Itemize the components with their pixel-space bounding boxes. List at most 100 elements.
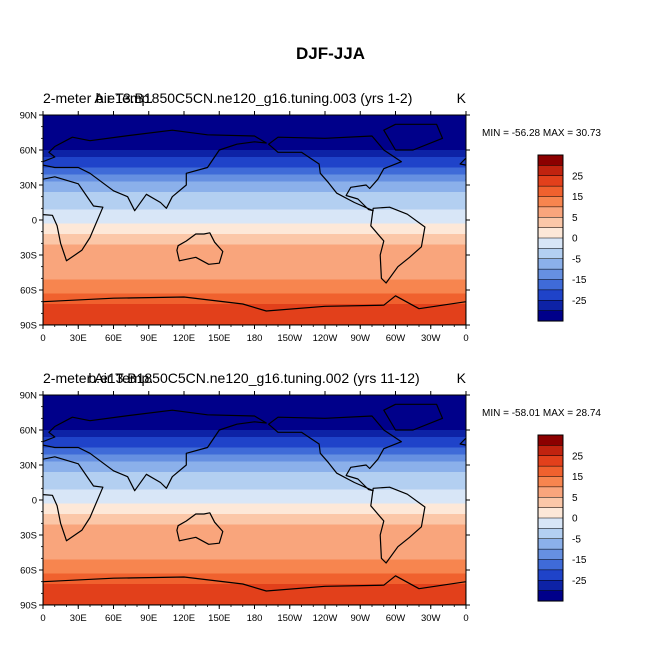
colorbar-swatch	[537, 465, 564, 478]
temperature-band	[43, 136, 466, 141]
x-tick-label: 120W	[313, 333, 338, 344]
x-tick-label: 0	[40, 613, 45, 624]
coastline	[383, 123, 444, 151]
panel-1-center-header: b.e13.B1850C5CN.ne120_g16.tuning.003 (yr…	[96, 90, 413, 106]
temperature-band	[43, 118, 466, 123]
temperature-band	[43, 269, 466, 274]
temperature-band	[43, 517, 466, 522]
temperature-band	[43, 559, 466, 564]
temperature-band	[43, 535, 466, 540]
temperature-band	[43, 398, 466, 403]
temperature-band	[43, 412, 466, 417]
panel-2-units: K	[457, 370, 467, 386]
colorbar-swatch	[537, 258, 564, 270]
temperature-band	[43, 321, 466, 325]
temperature-band	[43, 300, 466, 305]
temperature-band	[43, 598, 466, 603]
temperature-band	[43, 514, 466, 519]
temperature-band	[43, 507, 466, 512]
x-tick-label: 150W	[277, 613, 302, 624]
colorbar-swatch	[537, 227, 564, 239]
temperature-band	[43, 160, 466, 165]
temperature-band	[43, 202, 466, 207]
colorbar-swatch	[537, 517, 564, 529]
temperature-band	[43, 265, 466, 270]
temperature-band	[43, 472, 466, 477]
coastline	[43, 129, 267, 212]
temperature-band	[43, 167, 466, 172]
temperature-band	[43, 258, 466, 263]
colorbar-swatch	[537, 154, 564, 166]
coastline	[43, 575, 466, 605]
colorbar-label: 0	[572, 234, 578, 245]
x-tick-label: 30W	[421, 613, 441, 624]
coastline	[370, 206, 426, 284]
main-title: DJF-JJA	[296, 44, 365, 63]
coastline	[465, 458, 466, 461]
temperature-band	[43, 129, 466, 134]
temperature-band	[43, 143, 466, 148]
colorbar-label: -5	[572, 534, 581, 545]
coastline	[43, 409, 267, 492]
temperature-band	[43, 115, 466, 120]
colorbar-frame	[537, 154, 564, 322]
temperature-band	[43, 395, 466, 400]
temperature-band	[43, 293, 466, 298]
y-tick-label: 90S	[20, 321, 37, 332]
temperature-band	[43, 185, 466, 190]
temperature-band	[43, 426, 466, 431]
temperature-band	[43, 304, 466, 309]
colorbar-label: 15	[572, 472, 584, 483]
temperature-band	[43, 468, 466, 473]
temperature-band	[43, 230, 466, 235]
temperature-band	[43, 573, 466, 578]
temperature-band	[43, 227, 466, 232]
temperature-band	[43, 209, 466, 214]
temperature-band	[43, 150, 466, 155]
temperature-band	[43, 290, 466, 295]
temperature-band	[43, 542, 466, 547]
temperature-band	[43, 437, 466, 442]
temperature-band	[43, 503, 466, 508]
coastline	[176, 512, 224, 545]
temperature-band	[43, 153, 466, 158]
x-tick-label: 180	[247, 613, 263, 624]
colorbar-swatch	[537, 196, 564, 208]
coastline	[268, 135, 402, 212]
colorbar-frame	[537, 434, 564, 602]
temperature-band	[43, 566, 466, 571]
temperature-band	[43, 552, 466, 557]
temperature-band	[43, 440, 466, 445]
colorbar-swatch	[537, 445, 564, 457]
x-tick-label: 150E	[208, 333, 230, 344]
x-tick-label: 120W	[313, 613, 338, 624]
temperature-band	[43, 500, 466, 505]
panel-2-x-ticks: 0 30E 60E 90E 120E 150E 180 150W 120W 90W 60W 30W 0	[40, 391, 469, 624]
temperature-band	[43, 220, 466, 225]
temperature-band	[43, 157, 466, 162]
temperature-band	[43, 416, 466, 421]
temperature-band	[43, 570, 466, 575]
temperature-band	[43, 244, 466, 249]
temperature-band	[43, 591, 466, 596]
y-tick-label: 0	[32, 216, 37, 227]
temperature-band	[43, 584, 466, 589]
temperature-band	[43, 528, 466, 533]
colorbar-label: 0	[572, 514, 578, 525]
panel-2-color-bands	[43, 395, 466, 605]
temperature-band	[43, 423, 466, 428]
y-tick-label: 60S	[20, 566, 37, 577]
colorbar-label: -5	[572, 254, 581, 265]
coastline	[268, 415, 402, 492]
temperature-band	[43, 486, 466, 491]
panel-1-color-bands	[43, 115, 466, 325]
colorbar-swatch	[537, 217, 564, 229]
colorbar-label: 15	[572, 192, 584, 203]
colorbar-swatch	[537, 206, 564, 218]
coastline	[383, 403, 444, 431]
temperature-band	[43, 444, 466, 449]
temperature-band	[43, 314, 466, 319]
x-tick-label: 0	[40, 333, 45, 344]
panel-1-coastlines	[43, 123, 466, 325]
colorbar-swatch	[537, 289, 564, 301]
